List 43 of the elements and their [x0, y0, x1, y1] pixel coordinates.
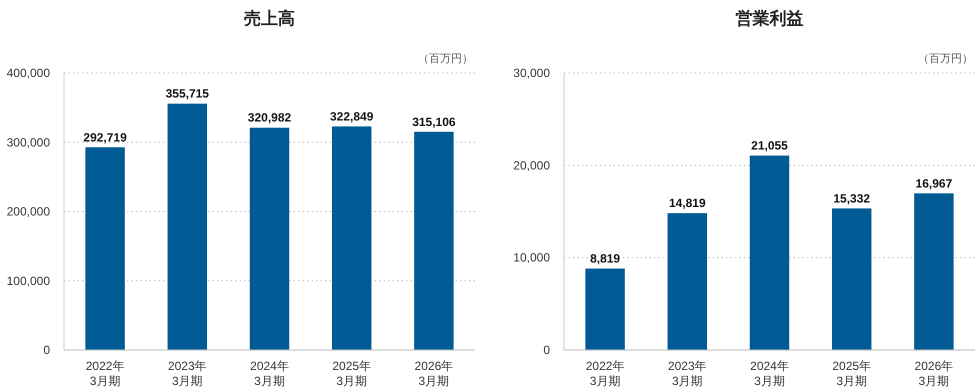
- y-tick-label: 100,000: [6, 274, 50, 288]
- chart-title: 営業利益: [736, 9, 804, 28]
- bar: [250, 128, 290, 350]
- y-tick-label: 10,000: [513, 250, 550, 265]
- x-tick-label: 2023年 3月期: [668, 359, 707, 388]
- data-label: 355,715: [166, 86, 210, 101]
- x-tick-label: 2025年 3月期: [332, 359, 372, 388]
- y-tick-label: 0: [543, 343, 550, 357]
- bar: [750, 156, 790, 350]
- x-tick-label: 2024年 3月期: [250, 359, 289, 388]
- y-tick-label: 300,000: [6, 135, 50, 150]
- x-tick-label: 2022年 3月期: [586, 359, 624, 388]
- y-tick-label: 200,000: [6, 204, 50, 218]
- data-label: 15,332: [833, 191, 870, 206]
- y-tick-label: 30,000: [513, 66, 550, 80]
- x-tick-label: 2023年 3月期: [168, 359, 207, 388]
- bar: [414, 132, 454, 350]
- y-tick-label: 20,000: [513, 158, 550, 172]
- data-label: 16,967: [916, 176, 953, 190]
- data-label: 315,106: [412, 114, 456, 129]
- x-tick-label: 2024年 3月期: [750, 359, 789, 388]
- y-axis-title: （百万円）: [918, 53, 973, 65]
- x-tick-label: 2025年 3月期: [832, 359, 872, 388]
- bar: [85, 147, 125, 350]
- data-label: 8,819: [590, 252, 620, 266]
- data-label: 14,819: [668, 196, 706, 210]
- data-label: 21,055: [751, 138, 788, 153]
- bar: [585, 268, 625, 350]
- data-label: 320,982: [248, 110, 292, 125]
- y-tick-label: 400,000: [6, 66, 50, 80]
- y-tick-label: 0: [43, 343, 50, 357]
- x-tick-label: 2026年 3月期: [414, 359, 454, 388]
- bar: [168, 104, 208, 350]
- x-tick-label: 2022年 3月期: [86, 359, 124, 388]
- bar: [668, 213, 708, 350]
- bar: [332, 126, 372, 350]
- x-tick-label: 2026年 3月期: [914, 359, 954, 388]
- data-label: 292,719: [83, 130, 128, 144]
- data-label: 322,849: [330, 109, 374, 124]
- chart-title: 売上高: [244, 9, 295, 28]
- bar: [832, 208, 872, 350]
- bar: [914, 193, 954, 350]
- y-axis-title: （百万円）: [418, 53, 473, 65]
